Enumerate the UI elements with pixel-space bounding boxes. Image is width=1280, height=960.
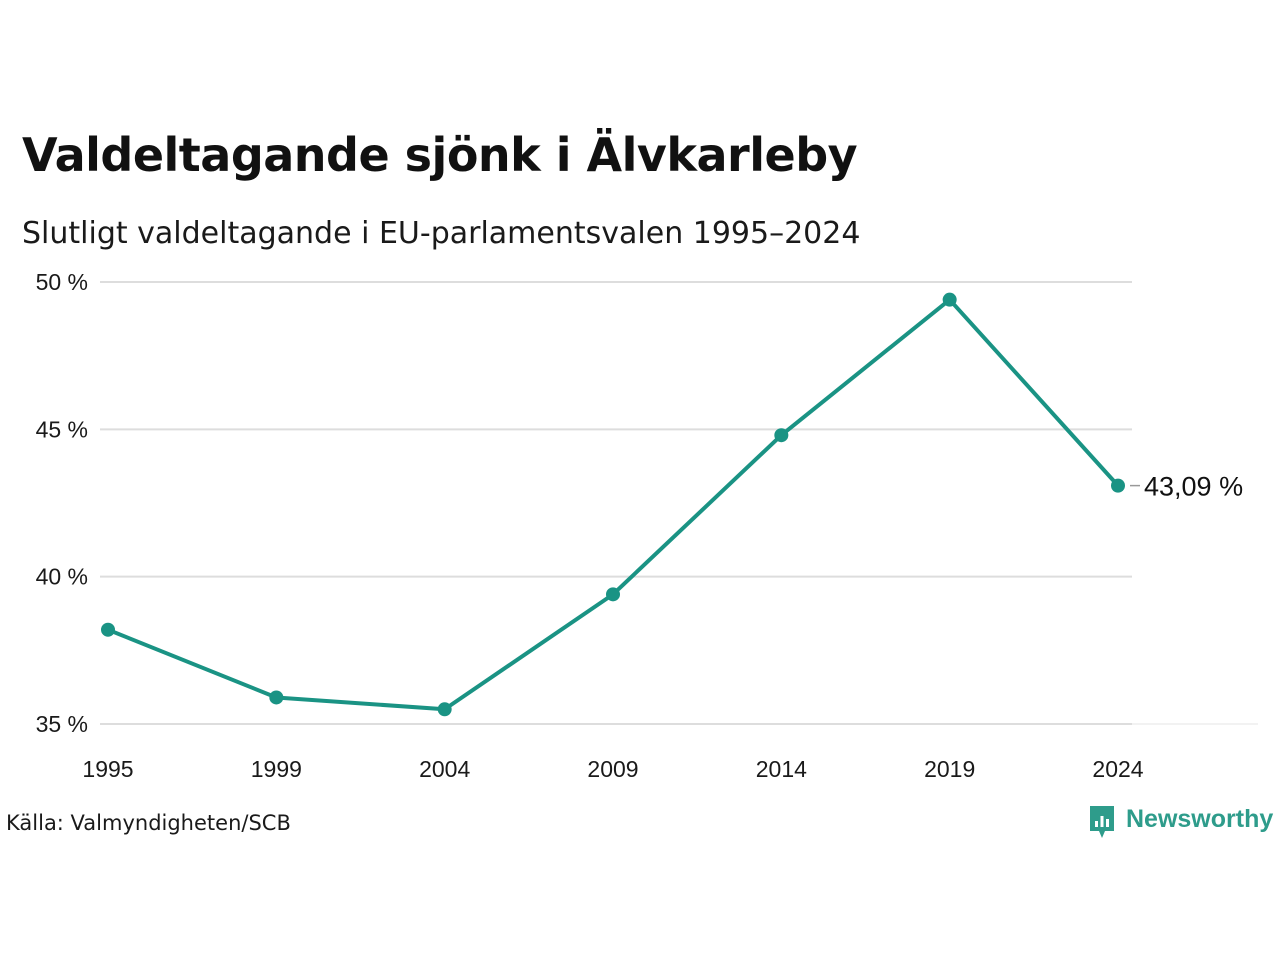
x-tick-label: 2024	[1092, 756, 1143, 782]
series-line	[106, 297, 1120, 712]
x-tick-label: 1999	[251, 756, 302, 782]
source-note: Källa: Valmyndigheten/SCB	[6, 811, 291, 835]
x-tick-label: 2004	[419, 756, 470, 782]
brand-name: Newsworthy	[1126, 804, 1274, 833]
x-tick-label: 2009	[587, 756, 638, 782]
end-value-label: 43,09 %	[1144, 472, 1243, 502]
data-point	[606, 587, 620, 602]
data-point	[942, 292, 957, 307]
x-axis-ticks: 1995 1999 2004 2009 2014 2019 2024	[82, 756, 1143, 782]
series-layer	[101, 292, 1125, 717]
data-point	[774, 428, 789, 443]
data-point	[269, 690, 284, 705]
x-tick-label: 1995	[82, 756, 133, 782]
data-point	[101, 622, 115, 637]
data-point	[437, 702, 452, 717]
newsworthy-logo-icon	[1090, 806, 1114, 838]
end-label-layer: 43,09 %	[1130, 472, 1243, 502]
y-tick-label: 40 %	[36, 564, 88, 590]
x-tick-label: 2014	[756, 756, 807, 782]
x-tick-label: 2019	[924, 756, 975, 782]
grid-lines	[100, 281, 1258, 725]
brand-logo: Newsworthy	[1088, 804, 1273, 840]
chart-title: Valdeltagande sjönk i Älvkarleby	[22, 128, 858, 182]
y-tick-label: 45 %	[36, 416, 88, 442]
y-tick-label: 50 %	[36, 269, 88, 295]
chart-subtitle: Slutligt valdeltagande i EU-parlamentsva…	[22, 216, 861, 251]
y-tick-label: 35 %	[36, 711, 88, 737]
data-point	[1111, 478, 1125, 493]
y-axis-ticks: 35 % 40 % 45 % 50 %	[36, 269, 88, 737]
